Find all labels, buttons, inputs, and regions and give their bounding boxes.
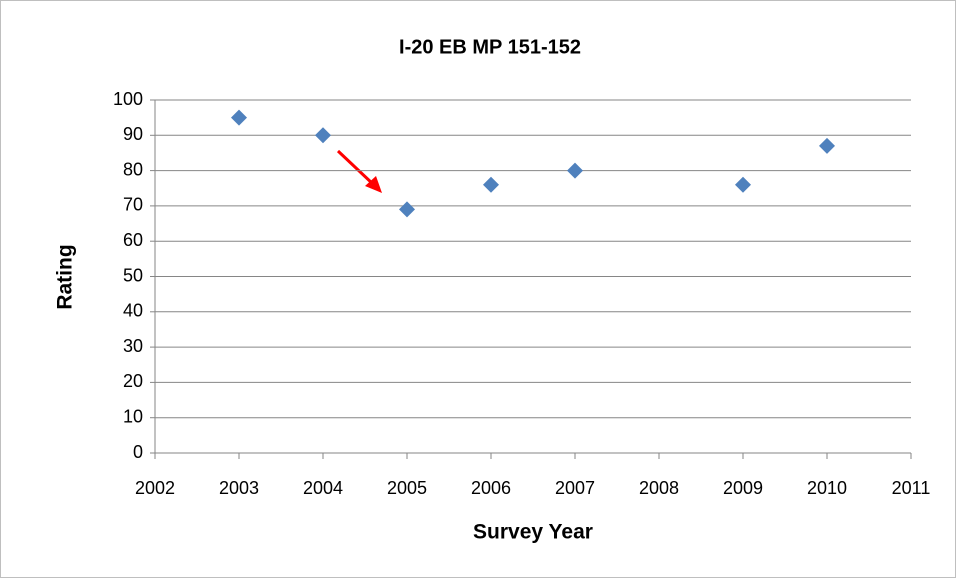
x-tick-label: 2002	[135, 478, 175, 498]
y-tick-label: 30	[123, 336, 143, 356]
point	[735, 176, 751, 193]
x-tick-label: 2006	[471, 478, 511, 498]
x-tick-label: 2003	[219, 478, 259, 498]
point	[567, 162, 583, 179]
chart-title: I-20 EB MP 151-152	[399, 36, 581, 58]
y-tick-label: 90	[123, 124, 143, 144]
x-tick-label: 2007	[555, 478, 595, 498]
x-axis-title: Survey Year	[473, 521, 593, 544]
y-tick-label: 80	[123, 159, 143, 179]
point	[399, 201, 415, 218]
point	[315, 127, 331, 144]
y-tick-label: 10	[123, 406, 143, 426]
y-tick-label: 60	[123, 230, 143, 250]
y-tick-label: 20	[123, 371, 143, 391]
x-tick-label: 2005	[387, 478, 427, 498]
y-tick-label: 70	[123, 195, 143, 215]
x-tick-label: 2010	[807, 478, 847, 498]
y-tick-label: 50	[123, 265, 143, 285]
y-axis-title: Rating	[54, 244, 77, 309]
point	[483, 176, 499, 193]
point	[231, 109, 247, 126]
x-tick-label: 2009	[723, 478, 763, 498]
annotation-arrow	[336, 149, 382, 193]
point	[819, 137, 835, 154]
x-tick-label: 2004	[303, 478, 343, 498]
y-tick-label: 100	[113, 89, 143, 109]
x-tick-label: 2011	[892, 478, 931, 498]
x-tick-label: 2008	[639, 478, 679, 498]
y-tick-label: 40	[123, 301, 143, 321]
y-tick-label: 0	[133, 442, 143, 462]
